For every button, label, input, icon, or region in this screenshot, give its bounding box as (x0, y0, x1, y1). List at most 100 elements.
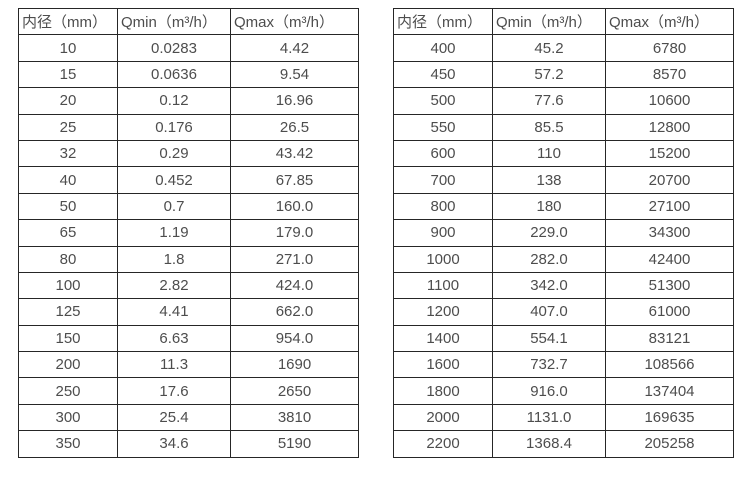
table-cell: 1200 (393, 298, 493, 326)
table-cell: 43.42 (230, 139, 359, 168)
table-cell: 700 (393, 166, 493, 194)
table-row: 2000 1131.0 169635 (393, 403, 734, 432)
table-cell: 271.0 (230, 245, 359, 273)
table-cell: 954.0 (230, 324, 359, 353)
table-cell: 916.0 (492, 377, 606, 405)
table-cell: 27100 (605, 192, 734, 221)
table-cell: 83121 (605, 324, 734, 353)
table-cell: 0.176 (117, 113, 231, 141)
table-cell: 0.12 (117, 87, 231, 115)
table-row: 100 2.82 424.0 (18, 271, 359, 300)
table-cell: 0.0283 (117, 34, 231, 62)
table-cell: 61000 (605, 298, 734, 326)
table-cell: 11.3 (117, 351, 231, 379)
table-cell: 40 (18, 166, 118, 194)
table-cell: 1000 (393, 245, 493, 273)
table-cell: 1600 (393, 351, 493, 379)
table-cell: 125 (18, 298, 118, 326)
table-row: 32 0.29 43.42 (18, 139, 359, 168)
table-row: 1800 916.0 137404 (393, 377, 734, 405)
table-cell: 3810 (230, 403, 359, 432)
table-cell: 25.4 (117, 403, 231, 432)
table-cell: 1131.0 (492, 403, 606, 432)
table-cell: 800 (393, 192, 493, 221)
table-cell: 0.0636 (117, 60, 231, 89)
table-cell: 160.0 (230, 192, 359, 221)
table-cell: 732.7 (492, 351, 606, 379)
table-row: 1100 342.0 51300 (393, 271, 734, 300)
table-cell: 1800 (393, 377, 493, 405)
table-cell: 550 (393, 113, 493, 141)
table-row: 900 229.0 34300 (393, 219, 734, 247)
table-cell: 600 (393, 139, 493, 168)
table-row: 2200 1368.4 205258 (393, 430, 734, 458)
table-row: 65 1.19 179.0 (18, 219, 359, 247)
table-cell: 10 (18, 34, 118, 62)
table-cell: 2650 (230, 377, 359, 405)
table-cell: 662.0 (230, 298, 359, 326)
table-cell: 12800 (605, 113, 734, 141)
table-row: 25 0.176 26.5 (18, 113, 359, 141)
column-header: Qmin（m³/h） (492, 7, 606, 36)
table-cell: 350 (18, 430, 118, 458)
flow-tables-container: 内径（mm） Qmin（m³/h） Qmax（m³/h） 10 0.0283 4.42 1… (18, 7, 734, 458)
table-cell: 1400 (393, 324, 493, 353)
table-cell: 169635 (605, 403, 734, 432)
table-cell: 342.0 (492, 271, 606, 300)
table-cell: 17.6 (117, 377, 231, 405)
table-cell: 500 (393, 87, 493, 115)
table-cell: 400 (393, 34, 493, 62)
table-cell: 554.1 (492, 324, 606, 353)
header-row: 内径（mm） Qmin（m³/h） Qmax（m³/h） (393, 7, 734, 36)
table-cell: 77.6 (492, 87, 606, 115)
table-row: 1400 554.1 83121 (393, 324, 734, 353)
table-cell: 50 (18, 192, 118, 221)
table-cell: 2000 (393, 403, 493, 432)
table-cell: 57.2 (492, 60, 606, 89)
table-row: 1600 732.7 108566 (393, 351, 734, 379)
table-cell: 67.85 (230, 166, 359, 194)
table-row: 300 25.4 3810 (18, 403, 359, 432)
table-cell: 20700 (605, 166, 734, 194)
table-row: 350 34.6 5190 (18, 430, 359, 458)
table-row: 20 0.12 16.96 (18, 87, 359, 115)
table-row: 15 0.0636 9.54 (18, 60, 359, 89)
column-header: Qmax（m³/h） (605, 7, 734, 36)
column-header: 内径（mm） (393, 7, 493, 36)
table-cell: 9.54 (230, 60, 359, 89)
table-cell: 137404 (605, 377, 734, 405)
table-cell: 282.0 (492, 245, 606, 273)
table-row: 700 138 20700 (393, 166, 734, 194)
table-cell: 0.29 (117, 139, 231, 168)
table-row: 400 45.2 6780 (393, 34, 734, 62)
table-cell: 8570 (605, 60, 734, 89)
table-cell: 6.63 (117, 324, 231, 353)
table-row: 40 0.452 67.85 (18, 166, 359, 194)
table-cell: 1.19 (117, 219, 231, 247)
table-row: 1000 282.0 42400 (393, 245, 734, 273)
table-cell: 20 (18, 87, 118, 115)
table-row: 125 4.41 662.0 (18, 298, 359, 326)
table-cell: 250 (18, 377, 118, 405)
table-cell: 6780 (605, 34, 734, 62)
table-row: 550 85.5 12800 (393, 113, 734, 141)
table-row: 450 57.2 8570 (393, 60, 734, 89)
table-cell: 0.7 (117, 192, 231, 221)
table-cell: 0.452 (117, 166, 231, 194)
flow-table-small-diameters: 内径（mm） Qmin（m³/h） Qmax（m³/h） 10 0.0283 4.42 1… (18, 7, 359, 458)
table-cell: 16.96 (230, 87, 359, 115)
table-cell: 900 (393, 219, 493, 247)
table-cell: 51300 (605, 271, 734, 300)
table-cell: 100 (18, 271, 118, 300)
table-cell: 2200 (393, 430, 493, 458)
header-row: 内径（mm） Qmin（m³/h） Qmax（m³/h） (18, 7, 359, 36)
table-cell: 1690 (230, 351, 359, 379)
table-row: 10 0.0283 4.42 (18, 34, 359, 62)
table-cell: 4.42 (230, 34, 359, 62)
table-cell: 200 (18, 351, 118, 379)
table-cell: 450 (393, 60, 493, 89)
table-cell: 34300 (605, 219, 734, 247)
table-cell: 1100 (393, 271, 493, 300)
table-cell: 180 (492, 192, 606, 221)
table-cell: 25 (18, 113, 118, 141)
